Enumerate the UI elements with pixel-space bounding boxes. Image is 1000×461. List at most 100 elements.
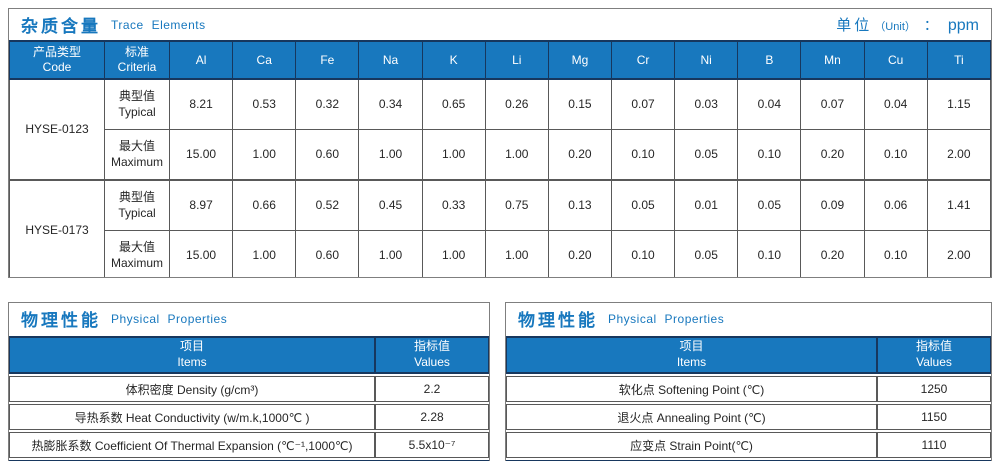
value-cell: 0.53 — [232, 78, 297, 130]
value-cell: 0.75 — [484, 179, 549, 231]
value-cell: 0.07 — [610, 78, 676, 130]
col-header-element: Fe — [295, 40, 360, 80]
value-cell: 0.04 — [737, 78, 802, 130]
property-item-cell: 导热系数 Heat Conductivity (w/m.k,1000℃ ) — [9, 404, 375, 430]
trace-elements-table: 产品类型 Code 标准 Criteria Al Ca Fe Na K Li Mg Cr Ni B Mn Cu… — [9, 40, 991, 277]
value-cell: 0.10 — [863, 230, 928, 277]
physical-properties-panel-right: 物理性能 Physical Properties 项目 Items 指标值 Value… — [505, 302, 992, 461]
trace-title-cn: 杂质含量 — [21, 17, 101, 36]
value-cell: 0.05 — [674, 129, 739, 181]
trace-data-row: 最大值 Maximum 15.00 1.00 0.60 1.00 1.00 1.00 0.20 0… — [10, 129, 991, 181]
value-cell: 0.10 — [610, 230, 676, 277]
value-cell: 0.09 — [800, 179, 865, 231]
trace-elements-panel: 杂质含量 Trace Elements 单位 （Unit） ： ppm 产品类型… — [8, 8, 992, 278]
col-header-items-cn: 项目 — [679, 339, 704, 354]
value-cell: 0.20 — [547, 129, 612, 181]
col-header-values-cn: 指标值 — [413, 339, 450, 354]
criteria-cell-en: Typical — [118, 205, 156, 220]
trace-elements-title-bar: 杂质含量 Trace Elements 单位 （Unit） ： ppm — [9, 9, 991, 40]
criteria-cell: 最大值 Maximum — [104, 230, 170, 277]
value-cell: 2.00 — [926, 230, 991, 277]
value-cell: 0.20 — [547, 230, 612, 277]
product-code-cell: HYSE-0123 — [9, 78, 105, 181]
col-header-element: Cu — [863, 40, 928, 80]
physical-right-title-bar: 物理性能 Physical Properties — [506, 303, 991, 334]
property-item-cell: 体积密度 Density (g/cm³) — [9, 376, 375, 402]
criteria-cell-cn: 最大值 — [118, 138, 155, 153]
col-header-values-cn: 指标值 — [915, 339, 952, 354]
col-header-values-en: Values — [916, 355, 952, 369]
value-cell: 0.07 — [800, 78, 865, 130]
criteria-cell-cn: 典型值 — [118, 88, 155, 103]
col-header-items-cn: 项目 — [179, 339, 204, 354]
value-cell: 0.10 — [610, 129, 676, 181]
physical-properties-panel-left: 物理性能 Physical Properties 项目 Items 指标值 Value… — [8, 302, 490, 461]
col-header-values: 指标值 Values — [877, 336, 991, 374]
physical-left-title-en: Physical Properties — [111, 311, 228, 326]
unit-value: ppm — [947, 17, 979, 34]
col-header-element: Na — [358, 40, 423, 80]
property-item-cell: 退火点 Annealing Point (℃) — [506, 404, 877, 430]
trace-data-row: HYSE-0123 典型值 Typical 8.21 0.53 0.32 0.34 0.65 0… — [9, 78, 991, 181]
value-cell: 0.20 — [800, 129, 865, 181]
value-cell: 0.15 — [547, 78, 612, 130]
value-cell: 1.00 — [358, 129, 423, 181]
criteria-cell-cn: 最大值 — [118, 239, 155, 254]
value-cell: 0.05 — [737, 179, 802, 231]
criteria-cell: 典型值 Typical — [104, 78, 170, 130]
unit-label-cn: 单位 — [836, 17, 873, 34]
value-cell: 0.32 — [295, 78, 360, 130]
col-header-element: Li — [484, 40, 549, 80]
col-header-code-cn: 产品类型 — [32, 45, 81, 59]
col-header-items-en: Items — [676, 355, 707, 369]
value-cell: 0.13 — [547, 179, 612, 231]
col-header-criteria-cn: 标准 — [124, 45, 149, 59]
physical-left-title-cn: 物理性能 — [21, 311, 101, 330]
property-item-cell: 应变点 Strain Point(℃) — [506, 432, 877, 458]
trace-title-en: Trace Elements — [111, 17, 206, 32]
value-cell: 0.20 — [800, 230, 865, 277]
col-header-element: Ca — [232, 40, 297, 80]
col-header-code: 产品类型 Code — [9, 40, 105, 80]
criteria-cell-cn: 典型值 — [118, 189, 155, 204]
col-header-element: Cr — [610, 40, 676, 80]
value-cell: 0.52 — [295, 179, 360, 231]
criteria-cell-en: Maximum — [110, 255, 163, 270]
value-cell: 0.05 — [674, 230, 739, 277]
property-value-cell: 5.5x10⁻⁷ — [375, 432, 489, 458]
value-cell: 1.00 — [358, 230, 423, 277]
col-header-element: Mn — [800, 40, 865, 80]
col-header-element: Al — [168, 40, 234, 80]
criteria-cell-en: Maximum — [110, 154, 163, 169]
physical-data-row: 导热系数 Heat Conductivity (w/m.k,1000℃ ) 2.2… — [9, 404, 489, 430]
col-header-criteria: 标准 Criteria — [104, 40, 170, 80]
value-cell: 0.04 — [863, 78, 928, 130]
value-cell: 2.00 — [926, 129, 991, 181]
col-header-items: 项目 Items — [9, 336, 375, 374]
value-cell: 0.34 — [358, 78, 423, 130]
col-header-criteria-en: Criteria — [117, 60, 157, 74]
col-header-items: 项目 Items — [506, 336, 877, 374]
value-cell: 0.01 — [674, 179, 739, 231]
property-item-cell: 热膨胀系数 Coefficient Of Thermal Expansion (… — [9, 432, 375, 458]
criteria-cell: 典型值 Typical — [104, 179, 170, 231]
value-cell: 15.00 — [168, 129, 234, 181]
col-header-values-en: Values — [414, 355, 450, 369]
col-header-element: B — [737, 40, 802, 80]
value-cell: 1.00 — [484, 129, 549, 181]
col-header-element: Ti — [926, 40, 991, 80]
property-value-cell: 1150 — [877, 404, 991, 430]
value-cell: 1.00 — [421, 129, 486, 181]
physical-data-row: 热膨胀系数 Coefficient Of Thermal Expansion (… — [9, 432, 489, 458]
property-value-cell: 2.2 — [375, 376, 489, 402]
physical-data-row: 软化点 Softening Point (℃) 1250 — [506, 376, 991, 402]
col-header-code-en: Code — [42, 60, 72, 74]
value-cell: 0.60 — [295, 230, 360, 277]
unit-label: 单位 （Unit） ： ppm — [836, 14, 979, 35]
value-cell: 0.65 — [421, 78, 486, 130]
value-cell: 0.26 — [484, 78, 549, 130]
physical-right-title-cn: 物理性能 — [518, 311, 598, 330]
physical-header-row: 项目 Items 指标值 Values — [9, 336, 489, 374]
product-code-cell: HYSE-0173 — [9, 179, 105, 277]
col-header-values: 指标值 Values — [375, 336, 489, 374]
